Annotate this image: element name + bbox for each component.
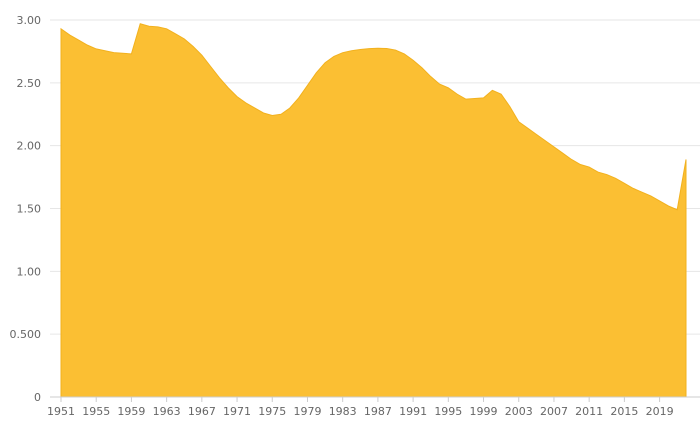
y-tick-label: 2.00 bbox=[17, 140, 42, 153]
x-tick-label: 1963 bbox=[153, 405, 181, 418]
y-tick-label: 0.500 bbox=[10, 328, 42, 341]
y-tick-label: 3.00 bbox=[17, 14, 42, 27]
x-tick-label: 2015 bbox=[610, 405, 638, 418]
x-tick-label: 1987 bbox=[364, 405, 392, 418]
x-tick-label: 2003 bbox=[505, 405, 533, 418]
area-fill bbox=[60, 23, 687, 398]
x-tick-label: 2011 bbox=[575, 405, 603, 418]
x-tick-label: 1979 bbox=[293, 405, 321, 418]
y-tick-label: 0 bbox=[34, 391, 41, 404]
x-tick-label: 1967 bbox=[188, 405, 216, 418]
area-series bbox=[60, 23, 687, 398]
y-tick-label: 1.50 bbox=[17, 203, 42, 216]
x-tick-label: 1983 bbox=[329, 405, 357, 418]
x-tick-label: 1951 bbox=[47, 405, 75, 418]
x-axis: 1951 1955 1959 1963 1967 1971 1975 1979 1983 1987… bbox=[47, 396, 700, 418]
x-tick-label: 1971 bbox=[223, 405, 251, 418]
y-tick-label: 2.50 bbox=[17, 77, 42, 90]
y-axis: 0 0.500 1.00 1.50 2.00 2.50 3.00 bbox=[10, 14, 42, 404]
x-tick-label: 2007 bbox=[540, 405, 568, 418]
x-tick-label: 1959 bbox=[117, 405, 145, 418]
x-tick-label: 1995 bbox=[434, 405, 462, 418]
x-tick-label: 2019 bbox=[646, 405, 674, 418]
x-tick-label: 1955 bbox=[82, 405, 110, 418]
x-tick-label: 1999 bbox=[470, 405, 498, 418]
x-tick-label: 1991 bbox=[399, 405, 427, 418]
x-tick-label: 1975 bbox=[258, 405, 286, 418]
y-tick-label: 1.00 bbox=[17, 265, 42, 278]
